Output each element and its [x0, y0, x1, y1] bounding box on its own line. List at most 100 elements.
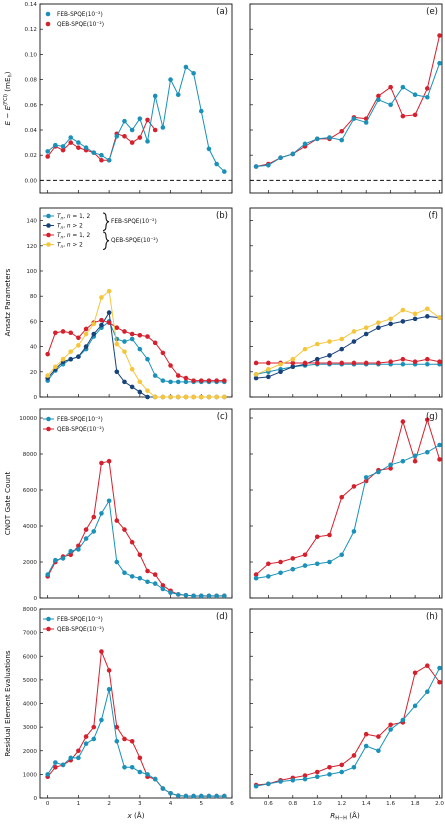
panel-b-series-1-point-4	[76, 354, 81, 359]
panel-f-series-2-point-1	[266, 360, 271, 366]
panel-d-ytick-label-6: 6000	[23, 654, 38, 660]
panel-c-legend-marker-0	[46, 416, 51, 422]
panel-b: 0 20 40 60 80 100 120 140 Ansatz Parameters (b) Tn…	[3, 207, 233, 401]
panel-d-series-0-point-7	[99, 649, 104, 654]
panel-h-xtick-label-5: 1.6	[386, 801, 395, 807]
panel-c-series-1-point-13	[145, 579, 150, 585]
panel-c-ytick-label-2: 4000	[23, 524, 38, 530]
panel-a-series-1-line	[47, 66, 225, 172]
panel-a-series-1-point-3	[68, 135, 74, 140]
panel-c-series-0-point-5	[83, 527, 89, 532]
panel-g-series-0-point-2	[278, 559, 283, 565]
panel-c-series-1-point-12	[137, 575, 143, 581]
panel-a-series-0-point-4	[76, 145, 81, 150]
panel-a-series-1-point-10	[122, 118, 127, 124]
panel-b-series-3-point-14	[152, 394, 158, 400]
panel-b-series-2-point-17	[175, 373, 181, 378]
panel-g-series-1-point-4	[302, 563, 308, 568]
panel-b-legend-marker-2	[46, 232, 51, 238]
panel-b-series-3-point-7	[99, 295, 104, 300]
panel-c-series-1-point-21	[206, 593, 212, 599]
panel-b-ytick-label-1: 20	[30, 370, 38, 376]
panel-b-series-0-line	[47, 320, 225, 383]
panel-a-series-0-point-2	[60, 147, 66, 153]
panel-e-series-1-point-11	[388, 102, 393, 108]
panel-f-series-3-point-14	[425, 306, 430, 312]
panel-h-label: (h)	[426, 612, 438, 622]
panel-g-series-0-point-15	[437, 457, 442, 462]
panel-d-ytick-label-1: 1000	[23, 772, 38, 778]
panel-a-series-1-point-15	[160, 125, 166, 130]
panel-a-series-1-point-21	[206, 146, 212, 152]
panel-f-series-2-point-9	[363, 360, 369, 366]
panel-a-legend-label-0: FEB-SPQE(10⁻²)	[57, 11, 103, 18]
panel-f-series-2-line	[256, 358, 440, 364]
panel-g-label: (g)	[426, 412, 438, 422]
panel-c-legend-label-1: QEB-SPQE(10⁻²)	[57, 426, 104, 433]
panel-e-series-0-point-14	[425, 86, 430, 91]
panel-f-series-2-point-4	[302, 360, 308, 366]
panel-a-ytick-label-1: 0.02	[25, 153, 37, 159]
x-axis-label-left: x (Å)	[126, 811, 144, 820]
panel-b-series-2-point-8	[106, 320, 112, 325]
panel-c-series-0-point-10	[122, 527, 127, 532]
panel-f-series-2-point-14	[425, 356, 430, 362]
panel-g-series-1-point-15	[437, 442, 442, 448]
panel-g-series-0-line	[255, 418, 441, 575]
panel-c-series-0-point-8	[106, 458, 112, 464]
panel-f-series-2-point-13	[412, 359, 418, 365]
panel-h-series-1-point-5	[314, 774, 320, 780]
panel-f-series-1-line	[256, 315, 440, 379]
panel-e-series-1-point-13	[412, 92, 418, 98]
panel-e-label: (e)	[426, 7, 438, 17]
panel-a-ytick-label-5: 0.10	[25, 52, 38, 58]
panel-b-series-2-point-14	[152, 340, 158, 346]
panel-h-series-0-point-6	[327, 764, 332, 770]
panel-b-series-3-point-9	[114, 341, 120, 347]
panel-g-series-0-point-6	[327, 532, 332, 538]
panel-b-series-1-point-8	[106, 310, 112, 315]
panel-b-legend-label-2: Tn, n = 1, 2	[57, 233, 90, 239]
panel-a-ytick-label-4: 0.08	[25, 78, 38, 84]
panel-g-series-1-point-13	[412, 453, 418, 459]
panel-f-series-2-point-3	[290, 360, 296, 366]
panel-e-series-0-point-13	[412, 112, 418, 118]
panel-b-series-2-point-0	[45, 351, 50, 357]
panel-d-ytick-label-2: 2000	[23, 749, 38, 755]
panel-f-series-3-point-10	[376, 320, 381, 325]
panel-f-series-1-point-11	[388, 321, 393, 327]
panel-d-series-1-point-6	[91, 736, 97, 742]
panel-c-series-1-point-1	[53, 557, 58, 563]
panel-h-series-1-point-6	[327, 772, 332, 777]
panel-h-xtick-label-0: 0.6	[264, 801, 273, 807]
panel-c-series-1-point-3	[68, 548, 74, 554]
panel-d-legend-label-0: FEB-SPQE(10⁻²)	[57, 616, 103, 623]
panel-b-series-2-point-4	[76, 335, 81, 341]
panel-e-series-0-point-15	[437, 33, 442, 38]
panel-e-series-1-point-14	[425, 94, 430, 100]
panel-c-series-0-point-14	[152, 572, 158, 577]
panel-d-series-0-point-1	[53, 764, 58, 770]
panel-b-legend-brace-0	[102, 212, 110, 232]
panel-b-series-1-point-12	[137, 389, 143, 395]
panel-g-series-0-point-3	[290, 556, 296, 561]
panel-b-series-2-point-12	[137, 332, 143, 338]
panel-h-series-1-point-0	[253, 783, 259, 789]
panel-a-series-1-point-16	[168, 77, 173, 82]
panel-b-series-2-point-9	[114, 325, 120, 331]
panel-h-series-0-point-14	[425, 663, 430, 668]
panel-c-series-1-point-2	[60, 556, 66, 561]
panel-f-series-2-point-7	[339, 360, 345, 366]
panel-d: 0 1 2 3 4 5 6 0 1000 2000 3000 4000 5000 6000 7000 8000…	[3, 607, 234, 807]
panel-f-series-3-point-0	[253, 372, 259, 377]
panel-a-legend-label-1: QEB-SPQE(10⁻²)	[57, 21, 104, 28]
panel-c-series-1-point-0	[45, 572, 50, 577]
panel-b-ytick-label-6: 120	[26, 244, 37, 250]
panel-h-series-0-point-11	[388, 722, 393, 728]
panel-a-legend-marker-1	[45, 21, 51, 27]
panel-e-series-1-point-9	[363, 120, 369, 125]
panel-h-xtick-label-1: 0.8	[288, 801, 297, 807]
panel-f-series-2-point-0	[253, 360, 259, 366]
panel-f-series-2-point-12	[400, 356, 406, 362]
panel-d-series-1-point-2	[60, 762, 66, 768]
